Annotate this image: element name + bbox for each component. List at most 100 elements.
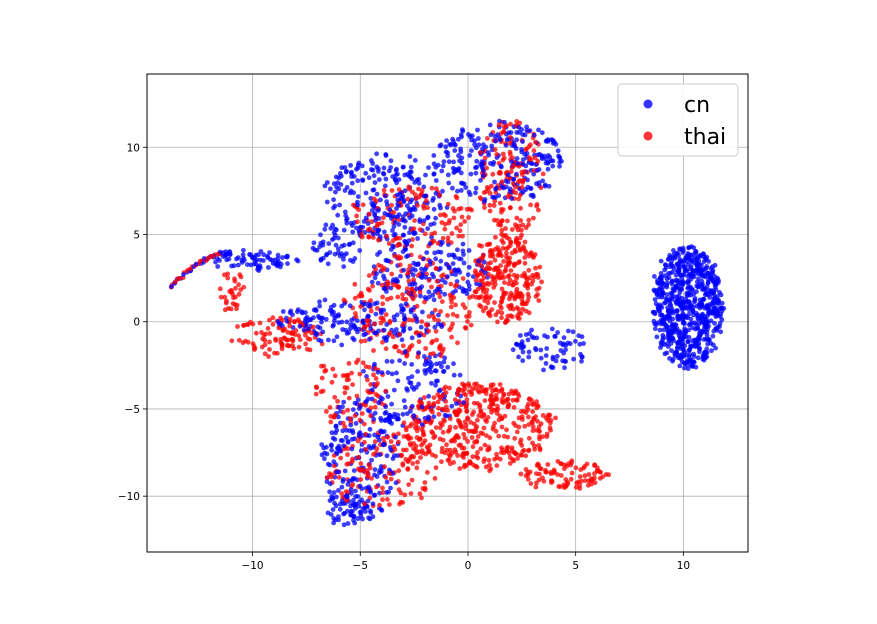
point-cn — [699, 262, 704, 268]
point-thai — [466, 215, 471, 220]
point-thai — [386, 241, 392, 246]
point-cn — [697, 345, 702, 351]
point-thai — [439, 220, 445, 225]
point-thai — [512, 436, 518, 441]
point-thai — [448, 304, 454, 310]
point-thai — [366, 390, 372, 395]
point-cn — [311, 315, 316, 321]
point-thai — [319, 375, 325, 381]
point-cn — [693, 322, 699, 327]
point-thai — [494, 152, 500, 157]
point-cn — [431, 171, 437, 177]
point-cn — [677, 286, 683, 292]
point-thai — [486, 265, 492, 271]
point-cn — [680, 338, 685, 343]
point-thai — [331, 463, 337, 469]
point-thai — [409, 477, 415, 483]
point-cn — [297, 323, 303, 329]
point-thai — [374, 484, 379, 490]
point-thai — [487, 208, 493, 214]
point-thai — [523, 473, 529, 479]
point-cn — [711, 296, 717, 301]
point-cn — [402, 404, 408, 410]
point-cn — [400, 164, 406, 170]
point-cn — [460, 241, 466, 247]
point-cn — [430, 198, 436, 203]
point-thai — [466, 460, 472, 466]
point-cn — [349, 477, 355, 483]
point-cn — [684, 268, 689, 274]
point-thai — [415, 459, 420, 465]
point-thai — [582, 478, 588, 483]
point-thai — [458, 222, 464, 228]
point-thai — [456, 233, 462, 239]
point-thai — [475, 450, 480, 455]
point-thai — [440, 235, 446, 241]
point-cn — [455, 188, 460, 194]
point-cn — [536, 127, 541, 133]
point-thai — [499, 253, 504, 259]
point-cn — [427, 259, 433, 264]
point-thai — [368, 298, 373, 303]
point-cn — [361, 368, 366, 374]
point-cn — [466, 283, 472, 288]
data-points — [168, 118, 727, 528]
point-thai — [236, 291, 242, 297]
point-thai — [445, 238, 451, 244]
point-cn — [381, 165, 387, 171]
point-cn — [407, 154, 413, 159]
point-cn — [323, 316, 329, 322]
point-thai — [343, 489, 349, 494]
point-thai — [526, 414, 531, 420]
point-thai — [462, 419, 468, 425]
point-cn — [402, 350, 408, 355]
point-cn — [395, 214, 400, 220]
point-cn — [226, 256, 232, 262]
point-cn — [441, 159, 447, 165]
point-cn — [446, 159, 452, 165]
point-thai — [501, 400, 506, 406]
point-thai — [210, 254, 216, 259]
point-cn — [331, 338, 337, 344]
point-thai — [478, 150, 483, 155]
point-cn — [317, 325, 323, 331]
legend-marker-cn — [643, 99, 653, 109]
point-cn — [396, 222, 402, 227]
point-thai — [528, 251, 534, 257]
point-thai — [451, 460, 456, 465]
point-cn — [349, 490, 354, 496]
point-thai — [468, 322, 474, 328]
point-cn — [669, 279, 675, 285]
point-cn — [377, 437, 382, 443]
point-cn — [347, 303, 353, 309]
point-cn — [482, 199, 487, 204]
point-cn — [431, 153, 437, 158]
point-thai — [311, 324, 316, 330]
point-thai — [533, 139, 538, 145]
point-thai — [496, 222, 501, 228]
point-cn — [493, 186, 498, 192]
point-thai — [446, 457, 452, 463]
point-thai — [520, 222, 526, 228]
point-thai — [496, 433, 502, 439]
point-cn — [357, 248, 363, 253]
point-thai — [534, 463, 540, 468]
point-thai — [523, 453, 529, 459]
point-thai — [528, 481, 534, 486]
point-thai — [453, 425, 458, 430]
point-thai — [496, 122, 502, 128]
point-thai — [321, 363, 327, 369]
point-thai — [488, 393, 494, 398]
point-thai — [520, 244, 526, 250]
point-cn — [384, 289, 389, 294]
point-thai — [345, 452, 350, 457]
point-thai — [589, 481, 594, 487]
point-cn — [576, 333, 582, 339]
point-thai — [518, 291, 524, 297]
point-thai — [345, 372, 351, 378]
point-thai — [505, 194, 511, 200]
point-thai — [485, 300, 491, 306]
point-thai — [518, 311, 524, 316]
point-cn — [339, 342, 345, 348]
point-thai — [369, 219, 375, 225]
